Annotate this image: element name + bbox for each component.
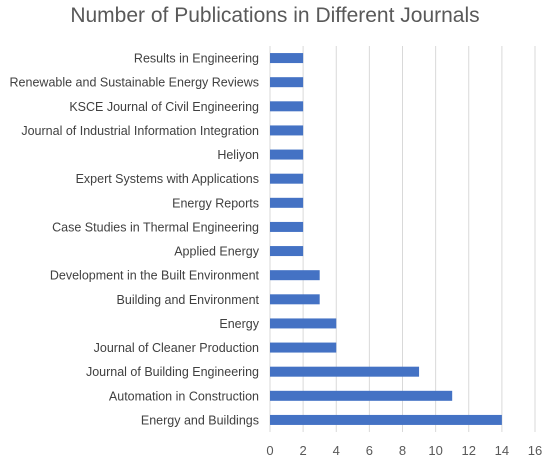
bar xyxy=(270,318,337,329)
category-label: Automation in Construction xyxy=(109,389,259,403)
x-tick-label: 10 xyxy=(428,443,442,458)
x-tick-label: 8 xyxy=(399,443,406,458)
category-label: Results in Engineering xyxy=(134,52,259,66)
category-label: Journal of Industrial Information Integr… xyxy=(21,124,259,138)
x-tick-label: 16 xyxy=(528,443,542,458)
x-tick-label: 0 xyxy=(266,443,273,458)
bar xyxy=(270,342,337,353)
category-label: Building and Environment xyxy=(117,293,260,307)
x-tick-label: 6 xyxy=(366,443,373,458)
category-label: Renewable and Sustainable Energy Reviews xyxy=(10,76,259,90)
category-label: Journal of Building Engineering xyxy=(86,365,259,379)
bar xyxy=(270,270,320,281)
chart-title: Number of Publications in Different Jour… xyxy=(70,4,480,27)
bar xyxy=(270,294,320,305)
x-tick-label: 2 xyxy=(300,443,307,458)
bar xyxy=(270,221,304,232)
bar xyxy=(270,414,502,425)
bar xyxy=(270,149,304,160)
category-label: Expert Systems with Applications xyxy=(76,172,259,186)
bar xyxy=(270,390,453,401)
bar xyxy=(270,366,420,377)
category-label: Case Studies in Thermal Engineering xyxy=(52,220,259,234)
bar xyxy=(270,173,304,184)
bar xyxy=(270,101,304,112)
category-label: Energy Reports xyxy=(172,196,259,210)
bar xyxy=(270,53,304,64)
bar xyxy=(270,197,304,208)
category-label: Energy xyxy=(219,317,259,331)
bar xyxy=(270,125,304,136)
category-labels: Results in Engineering Renewable and Sust… xyxy=(10,52,260,428)
category-label: KSCE Journal of Civil Engineering xyxy=(69,100,259,114)
bars xyxy=(270,53,502,425)
x-tick-label: 14 xyxy=(495,443,509,458)
category-label: Heliyon xyxy=(217,148,259,162)
x-tick-label: 12 xyxy=(462,443,476,458)
category-label: Development in the Built Environment xyxy=(50,269,260,283)
category-label: Journal of Cleaner Production xyxy=(94,341,259,355)
x-tick-label: 4 xyxy=(333,443,340,458)
category-label: Energy and Buildings xyxy=(141,413,259,427)
bar xyxy=(270,246,304,257)
bar xyxy=(270,77,304,88)
x-tick-labels: 0 2 4 6 8 10 12 14 16 xyxy=(266,443,542,458)
category-label: Applied Energy xyxy=(174,245,260,259)
